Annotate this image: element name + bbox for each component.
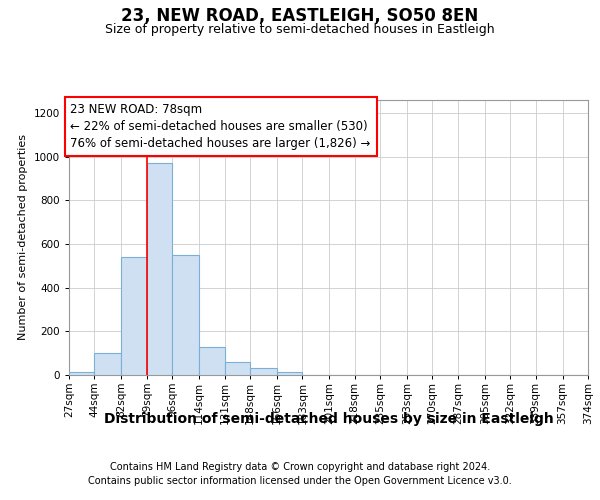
Text: Contains HM Land Registry data © Crown copyright and database right 2024.: Contains HM Land Registry data © Crown c… <box>110 462 490 472</box>
Bar <box>199 346 224 375</box>
Text: Size of property relative to semi-detached houses in Eastleigh: Size of property relative to semi-detach… <box>105 22 495 36</box>
Text: 23, NEW ROAD, EASTLEIGH, SO50 8EN: 23, NEW ROAD, EASTLEIGH, SO50 8EN <box>121 8 479 26</box>
Text: 23 NEW ROAD: 78sqm
← 22% of semi-detached houses are smaller (530)
76% of semi-d: 23 NEW ROAD: 78sqm ← 22% of semi-detache… <box>70 104 371 150</box>
Bar <box>94 353 121 375</box>
Bar <box>172 255 199 375</box>
Bar <box>147 164 172 375</box>
Bar <box>121 257 147 375</box>
Y-axis label: Number of semi-detached properties: Number of semi-detached properties <box>18 134 28 340</box>
Bar <box>69 372 94 375</box>
Bar <box>224 362 250 375</box>
Bar <box>250 368 277 375</box>
Text: Distribution of semi-detached houses by size in Eastleigh: Distribution of semi-detached houses by … <box>104 412 554 426</box>
Bar <box>277 372 302 375</box>
Text: Contains public sector information licensed under the Open Government Licence v3: Contains public sector information licen… <box>88 476 512 486</box>
